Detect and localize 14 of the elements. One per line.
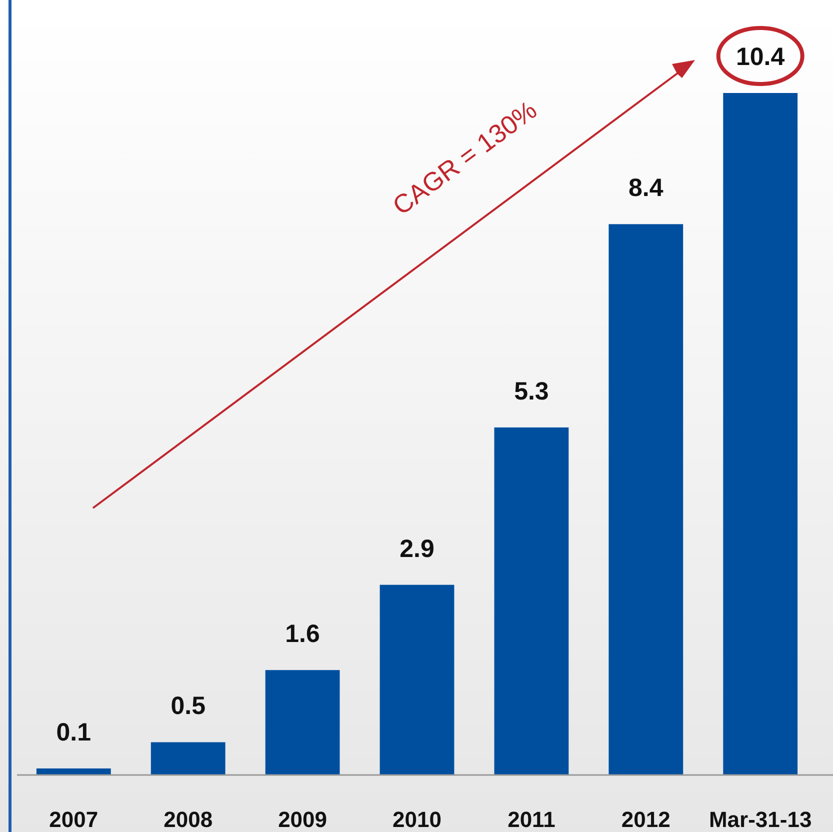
data-label: 0.5 — [170, 692, 206, 720]
data-label: 8.4 — [628, 174, 664, 202]
x-tick-label: 2012 — [621, 807, 670, 832]
x-tick-label: 2007 — [49, 807, 98, 832]
x-tick-label: Mar-31-13 — [708, 807, 812, 832]
x-tick-label: 2008 — [164, 807, 213, 832]
data-label: 10.4 — [736, 43, 785, 71]
data-label: 5.3 — [514, 377, 549, 406]
x-tick-label: 2010 — [392, 807, 442, 832]
x-tick-label: 2011 — [508, 807, 556, 832]
data-label: 0.1 — [56, 718, 92, 746]
x-tick-label: 2009 — [278, 807, 328, 832]
data-label: 1.6 — [285, 620, 320, 648]
data-label: 2.9 — [400, 534, 434, 563]
